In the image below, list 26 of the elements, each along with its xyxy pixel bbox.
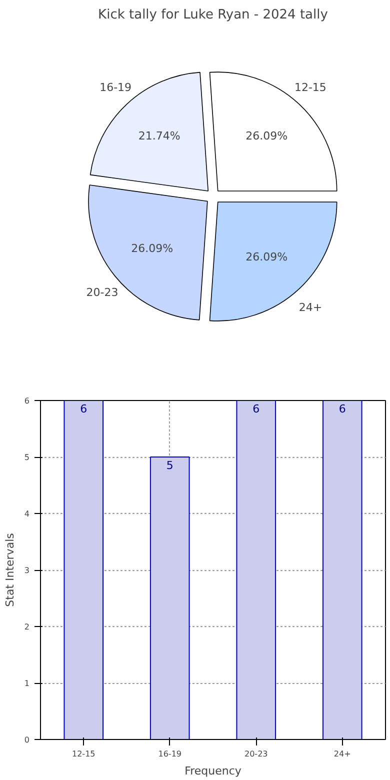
data-label: 6 xyxy=(338,402,346,416)
x-tick-label: 16-19 xyxy=(158,750,182,758)
x-axis-title: Frequency xyxy=(184,764,242,778)
chart-title: Kick tally for Luke Ryan - 2024 tally xyxy=(98,8,328,22)
data-label: 6 xyxy=(252,402,260,416)
data-label: 26.09% xyxy=(246,250,288,264)
y-tick-label: 6 xyxy=(24,396,30,406)
y-tick-label: 2 xyxy=(24,622,30,632)
y-tick-label: 4 xyxy=(24,510,30,518)
slice-label: 12-15 xyxy=(294,81,326,94)
slice-label: 16-19 xyxy=(100,81,132,94)
data-label: 6 xyxy=(80,402,88,416)
slice-label: 20-23 xyxy=(86,286,118,299)
data-label: 26.09% xyxy=(246,130,288,143)
y-tick-label: 0 xyxy=(24,736,30,744)
y-tick-label: 3 xyxy=(24,566,30,575)
data-label: 5 xyxy=(166,459,174,472)
slice-label: 24+ xyxy=(298,300,322,314)
data-label: 21.74% xyxy=(138,130,180,143)
y-axis-title: Stat Intervals xyxy=(3,532,16,607)
y-tick-label: 5 xyxy=(24,453,30,462)
x-tick-label: 24+ xyxy=(334,750,351,758)
x-tick-label: 20-23 xyxy=(244,750,268,758)
x-tick-label: 12-15 xyxy=(72,750,96,758)
y-tick-label: 1 xyxy=(24,679,30,688)
data-label: 26.09% xyxy=(131,242,174,256)
